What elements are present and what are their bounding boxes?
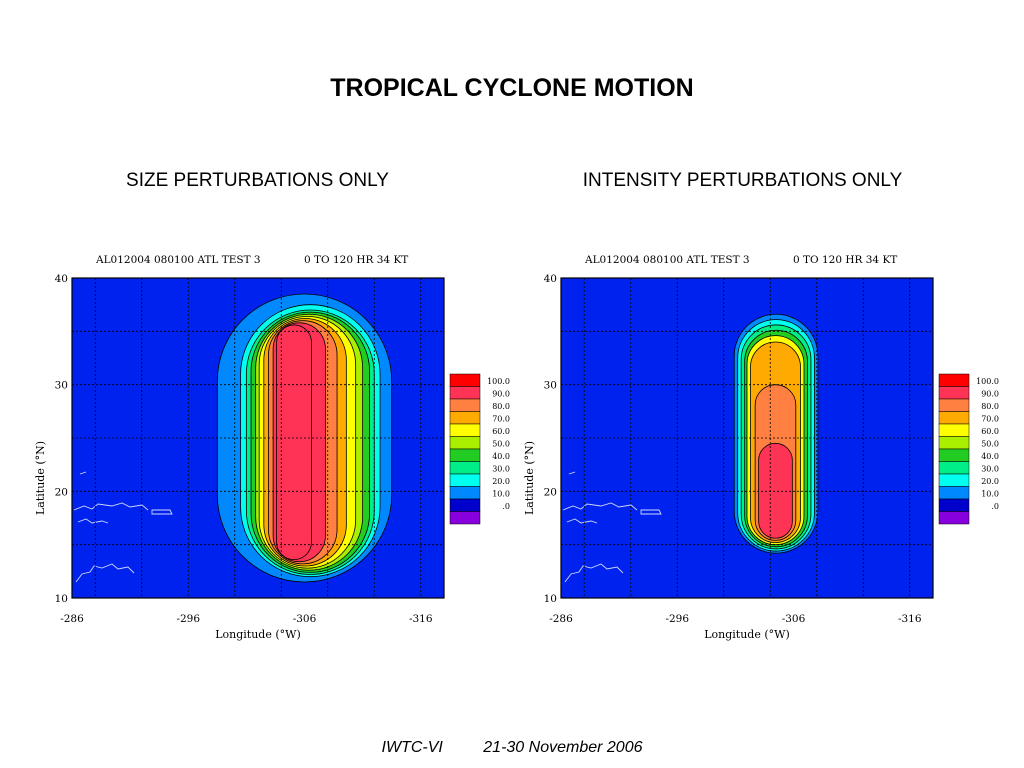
footer: IWTC-VI 21-30 November 2006 — [0, 739, 1024, 757]
x-axis-label: Longitude (°W) — [215, 628, 301, 641]
legend-swatch — [938, 386, 970, 400]
color-legend: 100.0 90.0 80.0 70.0 60.0 50.0 40.0 30.0 20.0 10.… — [449, 373, 510, 525]
legend-swatch — [449, 373, 481, 387]
chart-header-range: 0 TO 120 HR 34 KT — [304, 254, 408, 266]
chart-size-perturbations: AL012004 080100 ATL TEST 3 0 TO 120 HR 34… — [34, 254, 510, 641]
legend-label: 70.0 — [492, 415, 510, 424]
legend-swatch — [938, 448, 970, 462]
legend-swatch — [449, 473, 481, 487]
legend-label: 30.0 — [492, 465, 510, 474]
coastline-puerto-rico — [77, 518, 109, 524]
grid — [561, 278, 933, 598]
chart-header-id: AL012004 080100 ATL TEST 3 — [584, 254, 750, 266]
footer-dates: 21-30 November 2006 — [483, 739, 643, 756]
legend-label: 80.0 — [492, 402, 510, 411]
coastline-island — [151, 509, 173, 515]
x-tick-label: -296 — [176, 613, 200, 625]
legend-swatch — [449, 511, 481, 525]
coastline-south-america — [564, 563, 624, 583]
x-tick-label: -306 — [782, 613, 806, 625]
legend-swatch — [449, 411, 481, 425]
contour-band-90 — [758, 442, 793, 539]
plot-frame — [560, 277, 934, 599]
legend-label: 20.0 — [981, 477, 999, 486]
x-axis-label: Longitude (°W) — [704, 628, 790, 641]
x-tick-label: -286 — [549, 613, 573, 625]
legend-label: 70.0 — [981, 415, 999, 424]
legend-swatch — [938, 498, 970, 512]
color-legend: 100.0 90.0 80.0 70.0 60.0 50.0 40.0 30.0 20.0 10.… — [938, 373, 999, 525]
legend-swatch — [938, 398, 970, 412]
legend-label: 40.0 — [981, 452, 999, 461]
coastline-hispaniola — [562, 502, 638, 511]
legend-label: 40.0 — [492, 452, 510, 461]
legend-label: 90.0 — [492, 390, 510, 399]
legend-swatch — [449, 498, 481, 512]
y-axis-label: Latitude (°N) — [523, 441, 536, 515]
legend-label: 100.0 — [487, 377, 510, 386]
grid — [72, 278, 444, 598]
chart-header-id: AL012004 080100 ATL TEST 3 — [95, 254, 261, 266]
coastline — [562, 471, 662, 583]
legend-label: 60.0 — [492, 427, 510, 436]
legend-label: 10.0 — [492, 490, 510, 499]
legend-swatch — [449, 398, 481, 412]
legend-swatch — [449, 423, 481, 437]
legend-label: 50.0 — [492, 440, 510, 449]
x-tick-label: -296 — [665, 613, 689, 625]
legend-label: .0 — [502, 502, 510, 511]
legend-label: 50.0 — [981, 440, 999, 449]
legend-label: 80.0 — [981, 402, 999, 411]
legend-swatch — [938, 373, 970, 387]
slide-title: TROPICAL CYCLONE MOTION — [330, 74, 694, 102]
legend-swatch — [938, 423, 970, 437]
subtitle-intensity-perturbations: INTENSITY PERTURBATIONS ONLY — [582, 170, 903, 191]
legend-swatch — [938, 486, 970, 500]
chart-header-range: 0 TO 120 HR 34 KT — [793, 254, 897, 266]
subtitle-size-perturbations: SIZE PERTURBATIONS ONLY — [126, 170, 389, 191]
legend-swatch — [449, 448, 481, 462]
legend-label: .0 — [991, 502, 999, 511]
legend-swatch — [449, 486, 481, 500]
coastline-islet — [568, 471, 576, 475]
x-tick-label: -286 — [60, 613, 84, 625]
coastline — [73, 471, 173, 583]
y-tick-label: 20 — [55, 486, 68, 498]
legend-label: 90.0 — [981, 390, 999, 399]
legend-swatch — [449, 461, 481, 475]
legend-label: 100.0 — [976, 377, 999, 386]
legend-swatch — [938, 473, 970, 487]
chart-intensity-perturbations: AL012004 080100 ATL TEST 3 0 TO 120 HR 34… — [523, 254, 999, 641]
legend-swatch — [449, 386, 481, 400]
legend-swatch — [938, 411, 970, 425]
x-tick-label: -306 — [293, 613, 317, 625]
y-tick-label: 10 — [544, 593, 557, 605]
legend-label: 30.0 — [981, 465, 999, 474]
legend-swatch — [938, 461, 970, 475]
y-tick-label: 20 — [544, 486, 557, 498]
y-tick-label: 10 — [55, 593, 68, 605]
legend-label: 20.0 — [492, 477, 510, 486]
footer-event: IWTC-VI — [381, 739, 443, 756]
y-tick-label: 30 — [544, 380, 557, 392]
y-tick-label: 40 — [544, 273, 557, 285]
x-tick-label: -316 — [898, 613, 922, 625]
legend-label: 10.0 — [981, 490, 999, 499]
coastline-south-america — [75, 563, 135, 583]
legend-swatch — [938, 511, 970, 525]
legend-swatch — [938, 436, 970, 450]
y-tick-label: 40 — [55, 273, 68, 285]
coastline-islet — [79, 471, 87, 475]
legend-swatch — [449, 436, 481, 450]
y-tick-label: 30 — [55, 380, 68, 392]
y-axis-label: Latitude (°N) — [34, 441, 47, 515]
plot-frame — [71, 277, 445, 599]
contour-band-100 — [276, 324, 312, 561]
coastline-puerto-rico — [566, 518, 598, 524]
coastline-island — [640, 509, 662, 515]
coastline-hispaniola — [73, 502, 149, 511]
x-tick-label: -316 — [409, 613, 433, 625]
legend-label: 60.0 — [981, 427, 999, 436]
